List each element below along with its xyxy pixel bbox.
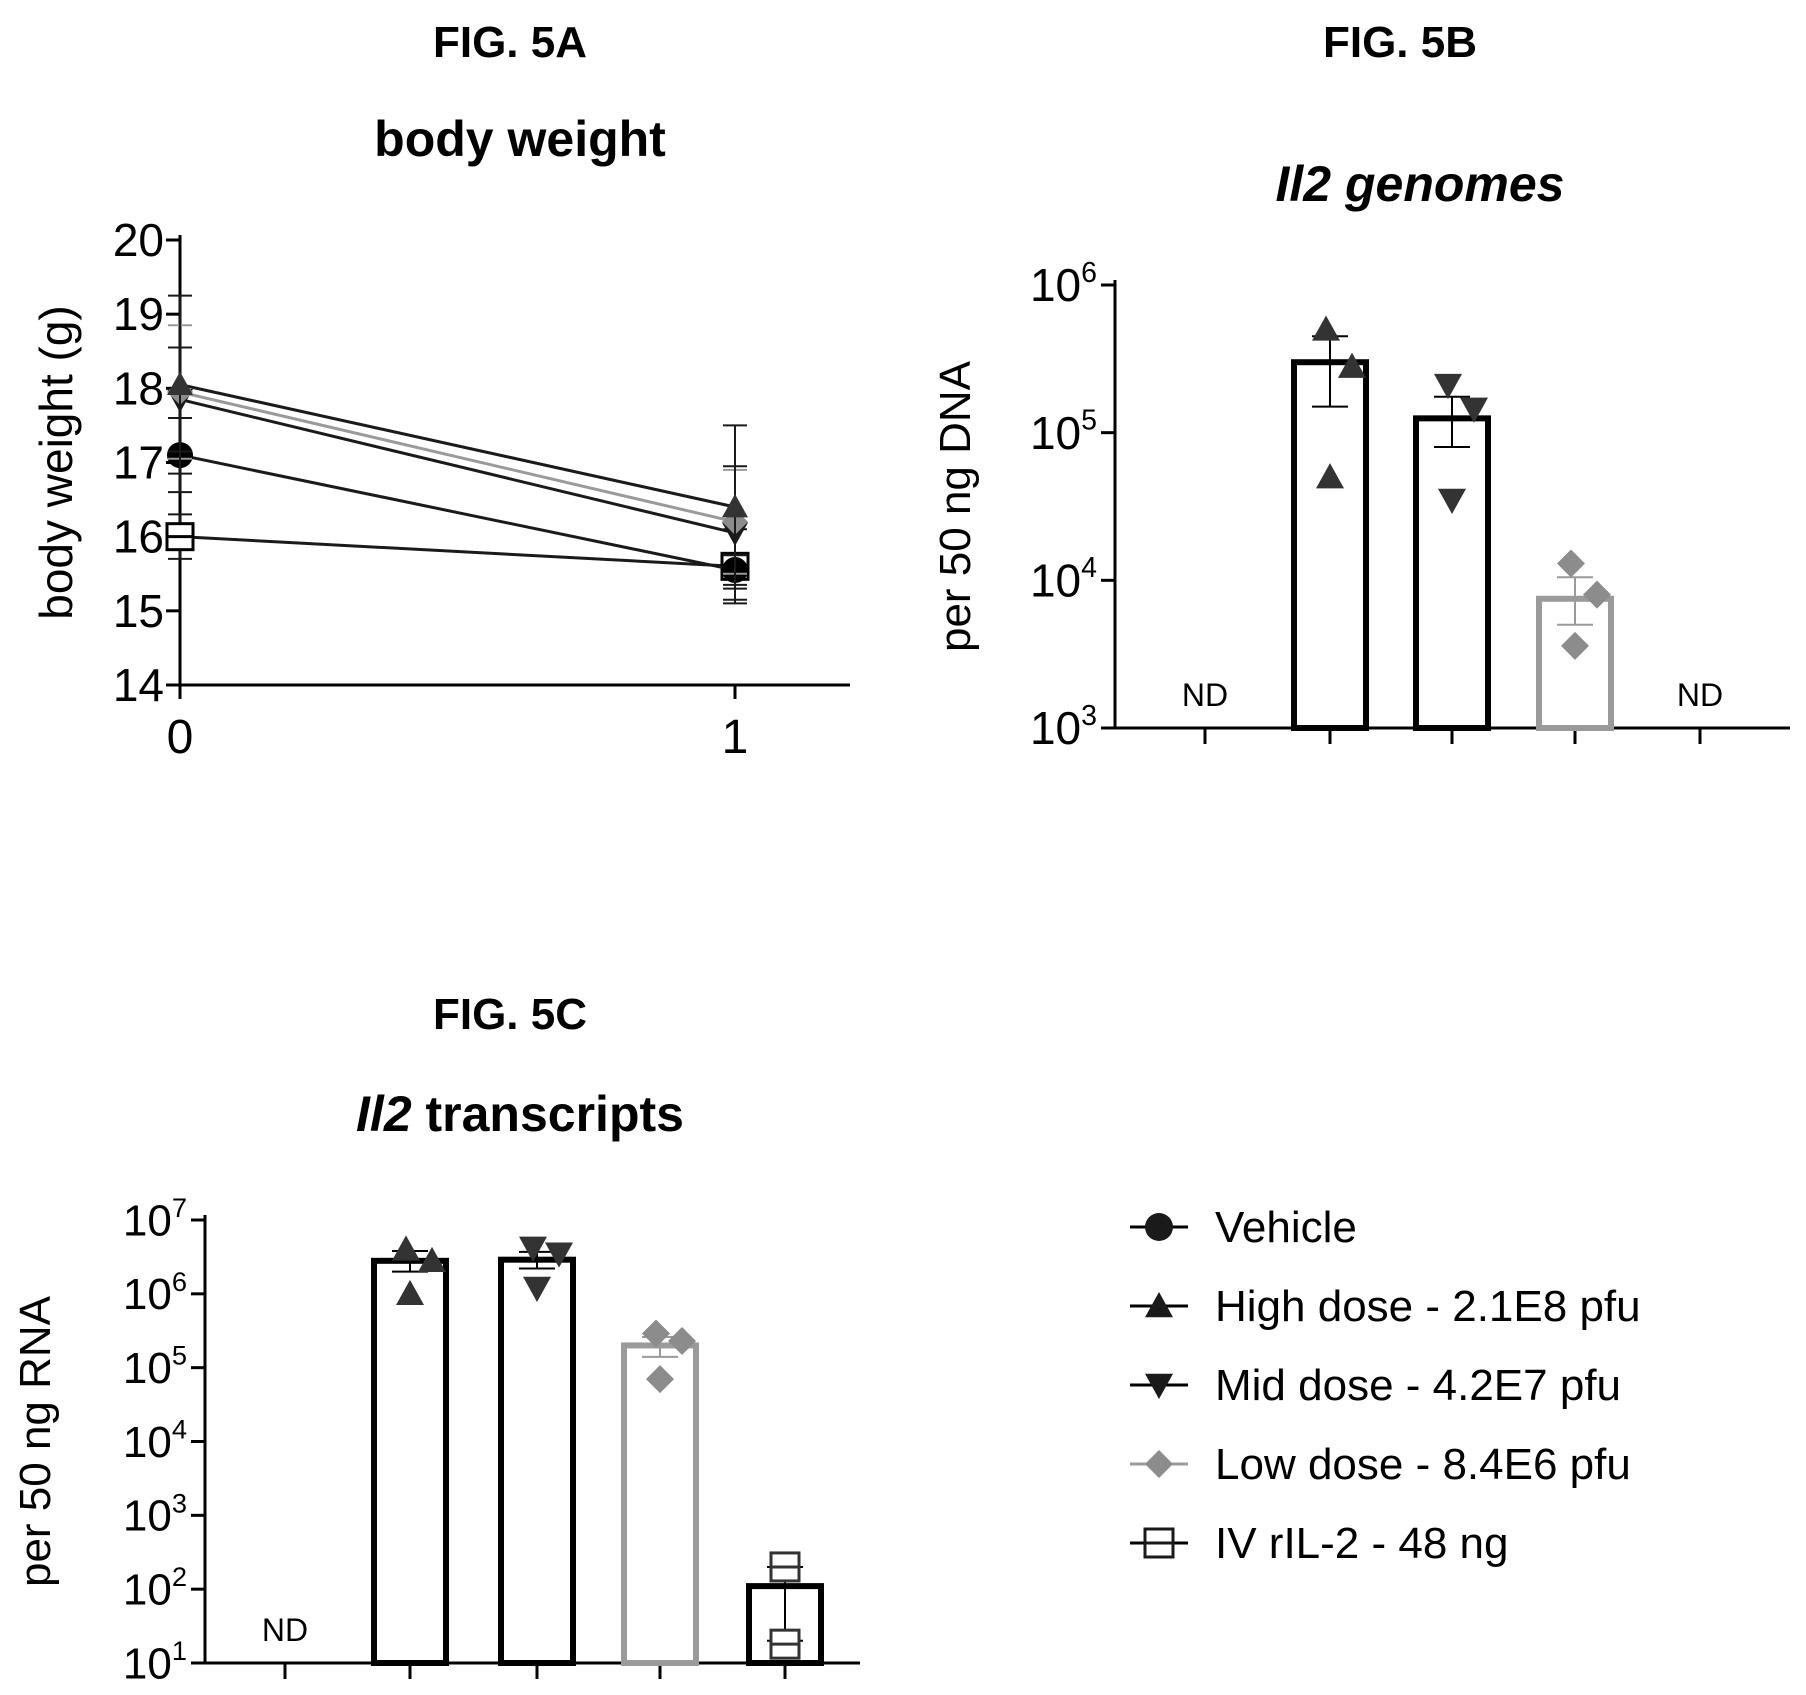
legend-item-0: Vehicle bbox=[1130, 1203, 1357, 1252]
legend-label: High dose - 2.1E8 pfu bbox=[1215, 1282, 1641, 1331]
data-point bbox=[1434, 373, 1462, 400]
legend-label: Mid dose - 4.2E7 pfu bbox=[1215, 1361, 1621, 1410]
bar bbox=[1413, 415, 1491, 731]
body-weight-chart: 14 15 16 17 18 19 20 0 1 body weight (g) bbox=[30, 214, 850, 764]
legend-marker bbox=[1145, 1373, 1173, 1399]
series-3 bbox=[167, 324, 748, 575]
legend-label: Vehicle bbox=[1215, 1203, 1357, 1252]
legend-item-4: IV rIL-2 - 48 ng bbox=[1130, 1519, 1508, 1568]
series-line bbox=[179, 535, 736, 568]
data-point bbox=[769, 1551, 801, 1583]
data-point bbox=[1338, 352, 1366, 378]
nd-label: ND bbox=[262, 1612, 308, 1648]
legend-marker bbox=[1145, 1292, 1173, 1318]
bar bbox=[621, 1342, 699, 1666]
y-axis-label: per 50 ng RNA bbox=[11, 1295, 60, 1587]
x-tick-label: 1 bbox=[722, 711, 749, 764]
y-tick-label: 105 bbox=[1030, 404, 1097, 458]
fig-5c-title-italic: Il2 bbox=[356, 1086, 412, 1142]
fig-5b-label: FIG. 5B bbox=[1322, 18, 1478, 67]
y-tick-label: 107 bbox=[123, 1192, 187, 1245]
fig-5c-title-rest: transcripts bbox=[411, 1086, 684, 1142]
data-point bbox=[392, 1235, 420, 1261]
y-tick-label: 103 bbox=[1030, 700, 1097, 754]
data-point bbox=[1561, 631, 1589, 660]
y-tick-label: 102 bbox=[123, 1561, 187, 1614]
series-1 bbox=[167, 294, 748, 590]
legend-marker bbox=[1143, 1527, 1175, 1559]
y-tick-label: 18 bbox=[113, 362, 164, 414]
data-point bbox=[165, 522, 195, 552]
data-point bbox=[722, 494, 748, 518]
series-line bbox=[179, 397, 736, 535]
y-tick-label: 15 bbox=[113, 585, 164, 637]
data-point bbox=[1438, 488, 1466, 514]
bar-group-4 bbox=[746, 1551, 824, 1666]
data-point bbox=[1583, 580, 1611, 609]
nd-label: ND bbox=[1182, 677, 1228, 713]
series-4 bbox=[165, 513, 750, 605]
y-tick-label: 104 bbox=[1030, 552, 1097, 606]
data-point bbox=[642, 1319, 670, 1348]
data-point bbox=[769, 1628, 801, 1660]
bar bbox=[498, 1256, 576, 1666]
data-point bbox=[668, 1326, 696, 1355]
bar-group-2 bbox=[1413, 373, 1491, 731]
bar bbox=[371, 1257, 449, 1666]
legend-label: Low dose - 8.4E6 pfu bbox=[1215, 1440, 1631, 1489]
fig-5c-label: FIG. 5C bbox=[432, 990, 588, 1039]
data-point bbox=[545, 1242, 573, 1268]
nd-label: ND bbox=[1677, 677, 1723, 713]
legend: Vehicle High dose - 2.1E8 pfu Mid dose - 4… bbox=[1130, 1203, 1641, 1568]
data-point bbox=[418, 1246, 446, 1273]
bar-group-2 bbox=[498, 1236, 576, 1666]
data-point bbox=[1557, 549, 1585, 578]
legend-item-3: Low dose - 8.4E6 pfu bbox=[1130, 1440, 1631, 1489]
fig-5a-label: FIG. 5A bbox=[432, 18, 588, 67]
data-point bbox=[1316, 463, 1344, 489]
data-point bbox=[167, 371, 193, 396]
y-tick-label: 106 bbox=[123, 1266, 187, 1319]
data-point bbox=[396, 1279, 424, 1306]
data-point bbox=[519, 1236, 547, 1262]
series-line bbox=[179, 390, 736, 524]
bar bbox=[1291, 359, 1369, 731]
y-tick-label: 14 bbox=[113, 659, 164, 711]
legend-marker bbox=[1145, 1213, 1173, 1241]
y-tick-label: 105 bbox=[123, 1340, 187, 1393]
bar-group-1 bbox=[371, 1235, 449, 1666]
data-point bbox=[1312, 315, 1340, 341]
il2-genomes-chart: 103 104 105 106 per 50 ng DNA ND ND bbox=[931, 257, 1790, 754]
series-line bbox=[179, 453, 736, 572]
y-tick-label: 19 bbox=[113, 288, 164, 340]
y-tick-label: 106 bbox=[1030, 257, 1097, 311]
bar-group-3 bbox=[1536, 549, 1614, 731]
il2-transcripts-chart: 101 102 103 104 105 106 107 per 50 ng RNA ND bbox=[11, 1192, 860, 1688]
legend-label: IV rIL-2 - 48 ng bbox=[1215, 1519, 1508, 1568]
y-tick-label: 17 bbox=[113, 437, 164, 489]
y-axis-label: per 50 ng DNA bbox=[931, 360, 980, 652]
y-tick-label: 103 bbox=[123, 1487, 187, 1540]
bar-group-1 bbox=[1291, 315, 1369, 731]
fig-5c-title: Il2 transcripts bbox=[300, 1085, 740, 1143]
series-0 bbox=[167, 417, 748, 586]
x-tick-label: 0 bbox=[167, 711, 194, 764]
legend-item-1: High dose - 2.1E8 pfu bbox=[1130, 1282, 1641, 1331]
y-tick-label: 16 bbox=[113, 511, 164, 563]
legend-marker bbox=[1145, 1450, 1173, 1478]
data-point bbox=[523, 1276, 551, 1302]
y-tick-label: 20 bbox=[113, 214, 164, 266]
bar-group-3 bbox=[621, 1319, 699, 1666]
legend-item-2: Mid dose - 4.2E7 pfu bbox=[1130, 1361, 1621, 1410]
fig-5a-title: body weight bbox=[374, 111, 666, 167]
series-line bbox=[179, 383, 736, 509]
data-point bbox=[646, 1365, 674, 1394]
data-point bbox=[1460, 397, 1488, 423]
fig-5b-title: Il2 genomes bbox=[1275, 156, 1565, 212]
y-tick-label: 101 bbox=[123, 1635, 187, 1688]
y-axis-label: body weight (g) bbox=[30, 305, 82, 620]
y-tick-label: 104 bbox=[123, 1413, 187, 1466]
